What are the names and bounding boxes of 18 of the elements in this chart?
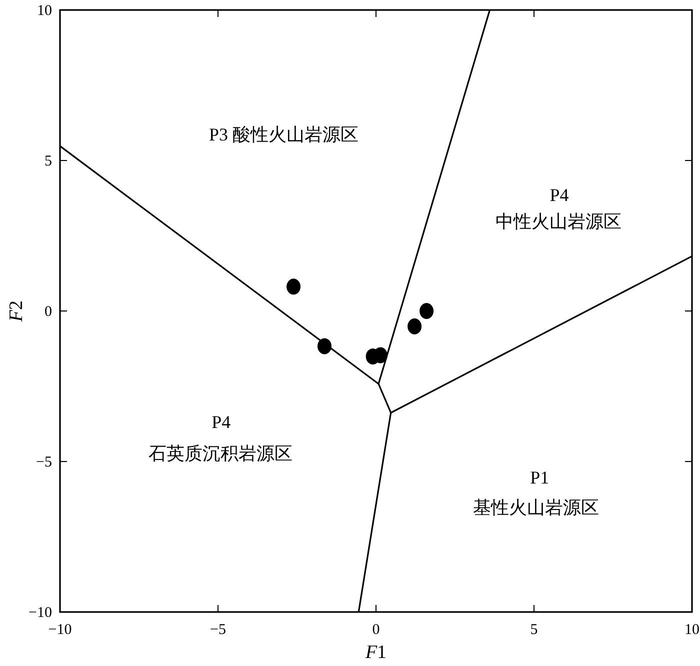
x-tick-label: 0 [372,622,380,638]
y-axis-title: F2 [6,300,27,323]
annotation: P3 酸性火山岩源区 [208,124,358,144]
x-tick-label: 5 [530,622,538,638]
annotation: 基性火山岩源区 [472,498,599,518]
y-tick-label: −10 [28,605,52,621]
y-tick-label: 0 [44,304,52,320]
annotation: P4 [550,185,569,206]
annotation: 石英质沉积岩源区 [148,443,293,464]
x-tick-label: 10 [684,622,700,638]
annotation: 中性火山岩源区 [496,212,622,232]
x-axis-title: F1 [364,642,387,663]
y-tick-label: 10 [37,3,52,19]
y-tick-label: 5 [44,154,52,170]
y-tick-label: −5 [36,454,52,470]
x-tick-label: −5 [210,622,226,638]
annotation: P4 [212,412,231,432]
annotation: P1 [530,468,550,488]
